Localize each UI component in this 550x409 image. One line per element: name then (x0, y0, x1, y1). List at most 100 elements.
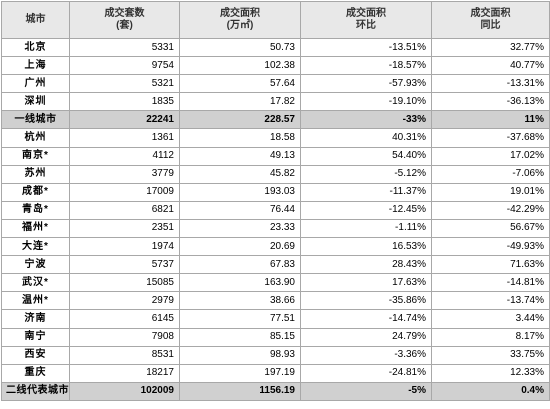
cell-area: 102.38 (179, 56, 301, 76)
header-yoy-sub: 同比 (480, 20, 501, 31)
cell-area: 67.83 (179, 255, 301, 275)
cell-yoy: -13.74% (431, 291, 550, 311)
cell-units: 2979 (69, 291, 180, 311)
header-mom-sub: 环比 (356, 20, 376, 31)
cell-mom: -57.93% (300, 74, 432, 94)
cell-area: 38.66 (179, 291, 301, 311)
cell-units: 102009 (69, 381, 180, 401)
cell-city: 上海 (1, 56, 70, 76)
table-row: 武汉* 15085 163.90 17.63% -14.81% (1, 273, 550, 293)
cell-city: 南京* (1, 146, 70, 166)
header-yoy: 成交面积 同比 (431, 1, 550, 39)
cell-city: 重庆 (1, 363, 70, 383)
cell-area: 228.57 (179, 110, 301, 130)
cell-yoy: 40.77% (431, 56, 550, 76)
table-row: 温州* 2979 38.66 -35.86% -13.74% (1, 291, 550, 311)
cell-mom: -3.36% (300, 345, 432, 365)
table-row: 广州 5321 57.64 -57.93% -13.31% (1, 74, 550, 94)
cell-yoy: -36.13% (431, 92, 550, 112)
cell-yoy: 11% (431, 110, 550, 130)
cell-yoy: 8.17% (431, 327, 550, 347)
cell-yoy: 71.63% (431, 255, 550, 275)
cell-city: 武汉* (1, 273, 70, 293)
cell-units: 1974 (69, 237, 180, 257)
cell-units: 6821 (69, 200, 180, 220)
cell-mom: -13.51% (300, 37, 432, 58)
cell-yoy: 17.02% (431, 146, 550, 166)
cell-area: 163.90 (179, 273, 301, 293)
cell-units: 5321 (69, 74, 180, 94)
cell-mom: -18.57% (300, 56, 432, 76)
cell-units: 9754 (69, 56, 180, 76)
cell-area: 20.69 (179, 237, 301, 257)
table-row: 上海 9754 102.38 -18.57% 40.77% (1, 56, 550, 76)
table-row: 大连* 1974 20.69 16.53% -49.93% (1, 237, 550, 257)
table-row: 西安 8531 98.93 -3.36% 33.75% (1, 345, 550, 365)
table-row: 苏州 3779 45.82 -5.12% -7.06% (1, 164, 550, 184)
table-row: 南京* 4112 49.13 54.40% 17.02% (1, 146, 550, 166)
cell-area: 23.33 (179, 218, 301, 239)
summary-row: 二线代表城市 102009 1156.19 -5% 0.4% (1, 381, 550, 401)
header-mom: 成交面积 环比 (300, 1, 432, 39)
cell-yoy: -13.31% (431, 74, 550, 94)
cell-area: 98.93 (179, 345, 301, 365)
cell-area: 77.51 (179, 309, 301, 329)
data-table-container: 城市 成交套数 (套) 成交面积 (万㎡) 成交面积 环比 成交面积 同比 (1, 1, 550, 401)
cell-mom: -24.81% (300, 363, 432, 383)
cell-units: 6145 (69, 309, 180, 329)
cell-yoy: -49.93% (431, 237, 550, 257)
cell-yoy: -14.81% (431, 273, 550, 293)
table-row: 成都* 17009 193.03 -11.37% 19.01% (1, 182, 550, 202)
cell-city: 一线城市 (1, 110, 70, 130)
cell-mom: -19.10% (300, 92, 432, 112)
table-row: 深圳 1835 17.82 -19.10% -36.13% (1, 92, 550, 112)
cell-area: 49.13 (179, 146, 301, 166)
header-city-label: 城市 (25, 14, 46, 25)
cell-city: 福州* (1, 218, 70, 239)
cell-units: 5331 (69, 37, 180, 58)
table-row: 济南 6145 77.51 -14.74% 3.44% (1, 309, 550, 329)
cell-units: 15085 (69, 273, 180, 293)
cell-units: 17009 (69, 182, 180, 202)
header-yoy-label: 成交面积 (470, 8, 511, 19)
cell-units: 2351 (69, 218, 180, 239)
cell-city: 青岛* (1, 200, 70, 220)
cell-city: 南宁 (1, 327, 70, 347)
table-row: 杭州 1361 18.58 40.31% -37.68% (1, 128, 550, 148)
cell-city: 深圳 (1, 92, 70, 112)
cell-area: 193.03 (179, 182, 301, 202)
cell-yoy: -37.68% (431, 128, 550, 148)
cell-area: 85.15 (179, 327, 301, 347)
table-row: 青岛* 6821 76.44 -12.45% -42.29% (1, 200, 550, 220)
cell-yoy: 12.33% (431, 363, 550, 383)
cell-mom: 28.43% (300, 255, 432, 275)
summary-row: 一线城市 22241 228.57 -33% 11% (1, 110, 550, 130)
header-area: 成交面积 (万㎡) (179, 1, 301, 39)
cell-city: 温州* (1, 291, 70, 311)
table-row: 南宁 7908 85.15 24.79% 8.17% (1, 327, 550, 347)
cell-mom: -11.37% (300, 182, 432, 202)
cell-city: 宁波 (1, 255, 70, 275)
cell-area: 57.64 (179, 74, 301, 94)
cell-mom: 16.53% (300, 237, 432, 257)
cell-units: 1835 (69, 92, 180, 112)
cell-area: 17.82 (179, 92, 301, 112)
cell-mom: 24.79% (300, 327, 432, 347)
cell-units: 4112 (69, 146, 180, 166)
cell-units: 7908 (69, 327, 180, 347)
cell-mom: 54.40% (300, 146, 432, 166)
cell-yoy: -42.29% (431, 200, 550, 220)
cell-area: 18.58 (179, 128, 301, 148)
table-body: 北京 5331 50.73 -13.51% 32.77% 上海 9754 102.38 -18.… (1, 37, 550, 401)
cell-mom: -33% (300, 110, 432, 130)
cell-mom: -1.11% (300, 218, 432, 239)
cell-city: 成都* (1, 182, 70, 202)
cell-mom: -5% (300, 381, 432, 401)
cell-city: 济南 (1, 309, 70, 329)
cell-units: 3779 (69, 164, 180, 184)
cell-units: 18217 (69, 363, 180, 383)
header-city: 城市 (1, 1, 70, 39)
cell-area: 1156.19 (179, 381, 301, 401)
cell-units: 22241 (69, 110, 180, 130)
cell-city: 苏州 (1, 164, 70, 184)
